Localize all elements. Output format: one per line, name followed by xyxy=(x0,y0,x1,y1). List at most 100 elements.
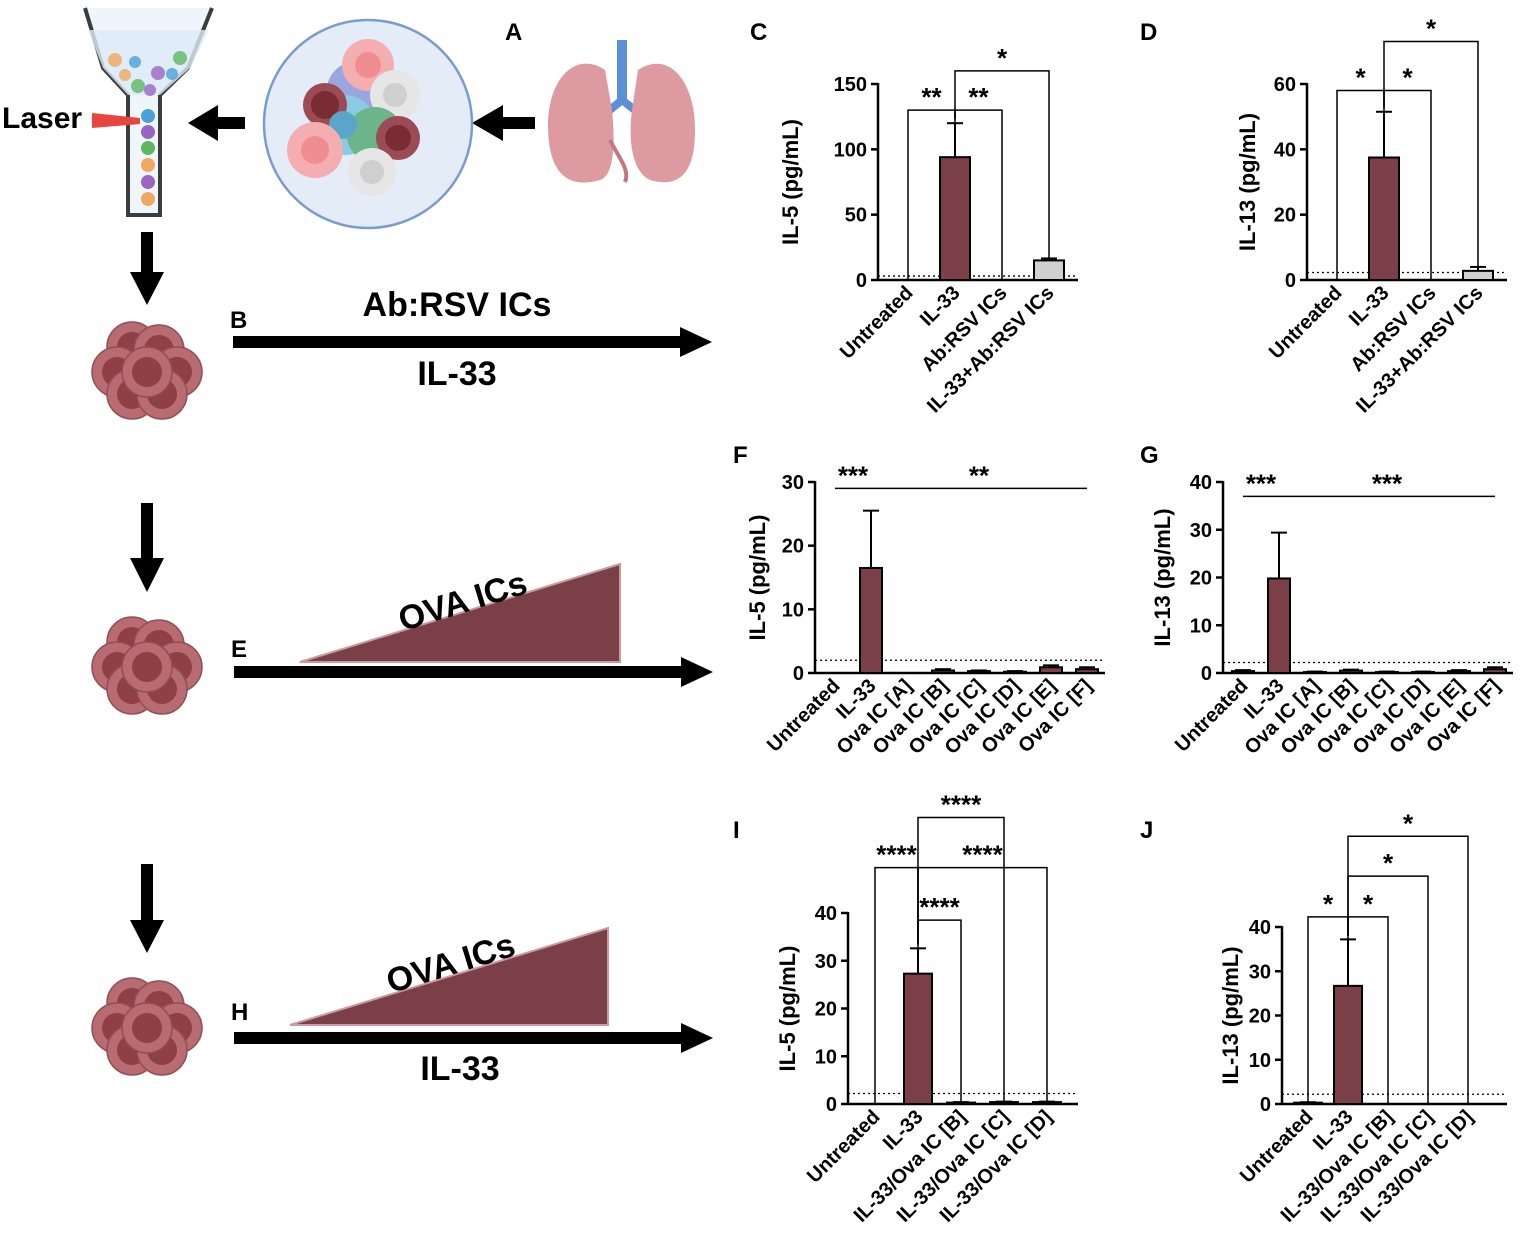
significance-label: ** xyxy=(969,460,990,490)
y-tick-label: 10 xyxy=(1190,615,1212,637)
y-tick-label: 60 xyxy=(1274,74,1296,96)
significance-label: * xyxy=(997,43,1008,73)
y-tick-label: 150 xyxy=(834,74,867,96)
treatment-arrow-b xyxy=(233,327,712,357)
ilc2-cell xyxy=(121,1002,173,1054)
panel-label-b: B xyxy=(230,307,247,334)
treatment-arrow-e xyxy=(234,657,713,687)
y-tick-label: 20 xyxy=(1274,205,1296,227)
bar xyxy=(1368,156,1400,281)
bar xyxy=(1462,269,1494,281)
significance-label: * xyxy=(1403,808,1414,838)
y-tick-label: 20 xyxy=(1190,568,1212,590)
bar xyxy=(1231,670,1255,675)
y-tick-label: 30 xyxy=(1249,961,1271,983)
panel-label-j: J xyxy=(1140,817,1153,844)
x-tick-label: Untreated xyxy=(803,1106,885,1188)
y-axis-label: IL-13 (pg/mL) xyxy=(1235,113,1260,251)
significance-label: **** xyxy=(962,840,1003,870)
y-axis-label: IL-13 (pg/mL) xyxy=(1218,946,1243,1084)
significance-bracket: *** xyxy=(835,460,871,490)
panel-label-a: A xyxy=(505,19,522,46)
sorted-cells xyxy=(108,51,187,206)
dissociated-cells-illustration xyxy=(262,18,474,230)
bar xyxy=(859,566,883,675)
significance-label: ** xyxy=(968,82,989,112)
panel-label-e: E xyxy=(231,636,247,663)
y-tick-label: 100 xyxy=(834,139,867,161)
y-tick-label: 0 xyxy=(1285,270,1296,292)
significance-label: **** xyxy=(941,790,982,820)
ova-gradient-wedge-e xyxy=(299,562,621,663)
significance-bracket: **** xyxy=(917,840,1048,1102)
cell-cluster-2 xyxy=(91,616,203,715)
bar xyxy=(1333,984,1363,1105)
significance-label: **** xyxy=(876,840,917,870)
y-tick-label: 0 xyxy=(826,1094,837,1116)
arrow-down-2 xyxy=(130,503,164,592)
bar xyxy=(1339,669,1363,674)
lung-illustration xyxy=(548,40,695,183)
bar xyxy=(939,156,971,282)
significance-bracket: * xyxy=(1347,808,1469,1104)
y-tick-label: 0 xyxy=(1260,1094,1271,1116)
y-tick-label: 40 xyxy=(1190,472,1212,494)
significance-label: ** xyxy=(921,82,942,112)
y-axis-label: IL-13 (pg/mL) xyxy=(1150,508,1175,646)
bar xyxy=(1267,577,1291,675)
bar xyxy=(931,669,955,674)
arrow-down-1 xyxy=(130,232,164,305)
significance-bracket: **** xyxy=(917,790,1005,1102)
y-tick-label: 0 xyxy=(1201,663,1212,685)
bar xyxy=(1483,668,1507,674)
ilc2-cell xyxy=(121,641,173,693)
arrow-left-2 xyxy=(472,105,535,141)
significance-label: *** xyxy=(1246,468,1277,498)
y-axis-label: IL-5 (pg/mL) xyxy=(745,515,770,641)
arrow-left-1 xyxy=(188,105,245,141)
bar xyxy=(903,972,933,1106)
arrow-down-3 xyxy=(130,864,164,953)
y-tick-label: 30 xyxy=(815,951,837,973)
b-top-label: Ab:RSV ICs xyxy=(363,286,552,324)
y-tick-label: 50 xyxy=(845,205,867,227)
y-tick-label: 30 xyxy=(1190,520,1212,542)
b-bottom-label: IL-33 xyxy=(417,355,496,393)
bar xyxy=(1033,259,1065,281)
bar xyxy=(1447,670,1471,675)
y-tick-label: 30 xyxy=(782,472,804,494)
panel-label-h: H xyxy=(231,999,248,1026)
significance-bracket: *** xyxy=(1243,468,1279,498)
x-tick-label: Untreated xyxy=(1236,1106,1318,1188)
significance-label: * xyxy=(1402,63,1413,93)
significance-label: * xyxy=(1426,14,1437,44)
ova-gradient-wedge-h xyxy=(289,926,609,1026)
cell-cluster-1 xyxy=(91,321,203,420)
significance-bracket: * xyxy=(1383,14,1479,267)
y-tick-label: 40 xyxy=(815,903,837,925)
y-tick-label: 10 xyxy=(815,1046,837,1068)
bar xyxy=(1039,666,1063,675)
laser-label: Laser xyxy=(2,102,82,135)
x-tick-label: Untreated xyxy=(1265,282,1347,364)
y-tick-label: 40 xyxy=(1249,917,1271,939)
panel-label-f: F xyxy=(733,442,748,469)
significance-label: *** xyxy=(1372,468,1403,498)
laser-beam xyxy=(92,113,140,128)
y-tick-label: 40 xyxy=(1274,139,1296,161)
significance-label: * xyxy=(1323,889,1334,919)
panel-label-d: D xyxy=(1140,19,1157,46)
y-tick-label: 20 xyxy=(1249,1006,1271,1028)
x-tick-label: Untreated xyxy=(836,282,918,364)
significance-bracket: *** xyxy=(1279,468,1495,498)
panel-label-g: G xyxy=(1140,442,1159,469)
treatment-arrow-h xyxy=(234,1023,713,1053)
h-bottom-label: IL-33 xyxy=(420,1050,499,1088)
